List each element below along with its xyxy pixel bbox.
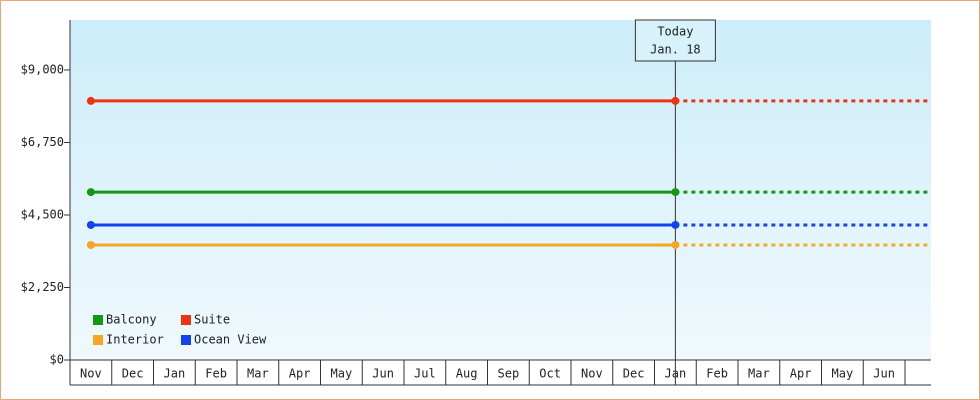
x-tick-label: May	[832, 367, 854, 381]
x-tick-label: Oct	[539, 367, 561, 381]
y-tick-label: $2,250	[21, 280, 64, 294]
today-label: Today	[657, 25, 693, 39]
y-tick-label: $0	[50, 353, 64, 367]
legend-label: Ocean View	[194, 333, 267, 347]
x-tick-label: Aug	[456, 367, 478, 381]
x-tick-label: Nov	[581, 367, 603, 381]
point	[671, 220, 680, 229]
legend-swatch	[93, 335, 103, 345]
legend-swatch	[93, 315, 103, 325]
x-tick-label: Feb	[205, 367, 227, 381]
x-tick-label: Apr	[289, 367, 311, 381]
point	[86, 188, 95, 197]
legend-swatch	[181, 335, 191, 345]
point	[671, 188, 680, 197]
x-tick-label: Jul	[414, 367, 436, 381]
x-tick-label: Feb	[706, 367, 728, 381]
x-tick-label: Jan	[164, 367, 186, 381]
today-box	[634, 19, 716, 62]
x-tick-label: Jun	[873, 367, 895, 381]
x-tick-label: Apr	[790, 367, 812, 381]
legend-label: Balcony	[106, 313, 157, 327]
y-tick-label: $6,750	[21, 135, 64, 149]
x-tick-label: Jun	[372, 367, 394, 381]
x-tick-label: Nov	[80, 367, 102, 381]
x-tick-label: Dec	[623, 367, 645, 381]
legend-label: Interior	[106, 333, 164, 347]
legend-swatch	[181, 315, 191, 325]
legend-label: Suite	[194, 313, 230, 327]
today-date: Jan. 18	[650, 43, 701, 57]
point	[671, 240, 680, 249]
x-tick-label: Mar	[247, 367, 269, 381]
point	[86, 96, 95, 105]
point	[86, 220, 95, 229]
point	[86, 240, 95, 249]
y-tick-label: $4,500	[21, 207, 64, 221]
x-tick-label: Mar	[748, 367, 770, 381]
x-tick-label: Dec	[122, 367, 144, 381]
x-tick-label: Sep	[498, 367, 520, 381]
plot-area	[70, 20, 931, 360]
point	[671, 96, 680, 105]
y-tick-label: $9,000	[21, 62, 64, 76]
x-tick-label: May	[331, 367, 353, 381]
